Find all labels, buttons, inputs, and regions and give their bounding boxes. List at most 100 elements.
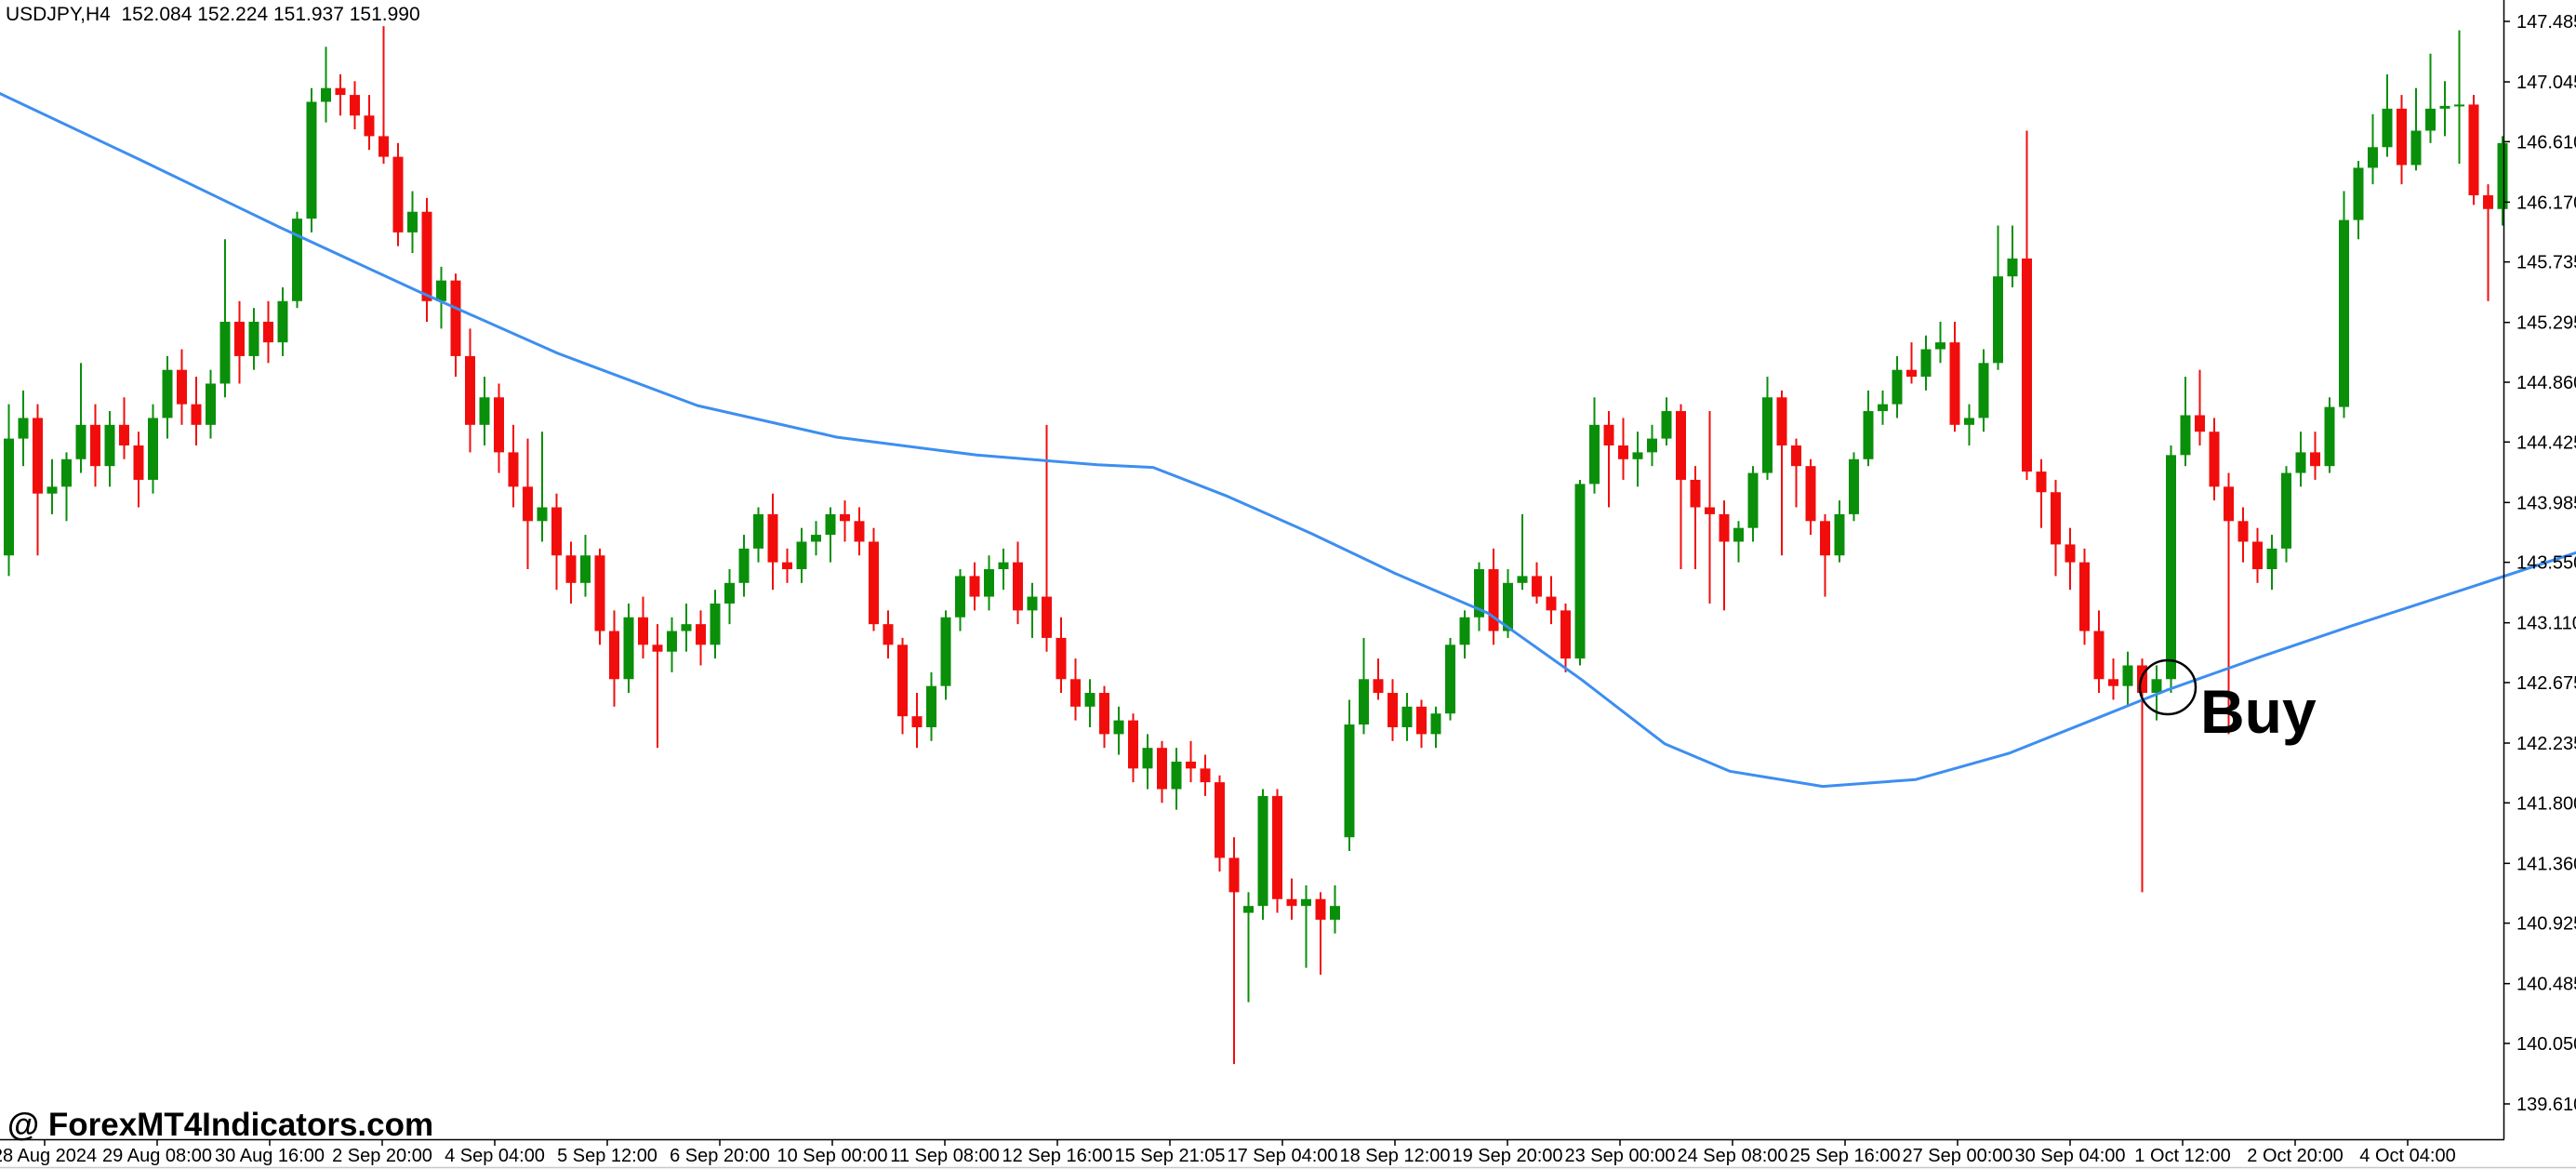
candle-body (1532, 576, 1542, 597)
candle (494, 383, 504, 473)
candle (1070, 658, 1081, 721)
time-axis-label: 29 Aug 08:00 (102, 1146, 212, 1166)
buy-label[interactable]: Buy (2200, 677, 2317, 746)
candle-body (508, 452, 519, 487)
price-axis-label: 145.735 (2516, 253, 2576, 273)
candle-body (90, 424, 100, 467)
candle-body (1892, 369, 1903, 405)
buy-annotation[interactable]: Buy (2138, 658, 2317, 746)
candle (177, 349, 187, 425)
time-axis-label: 17 Sep 04:00 (1228, 1146, 1338, 1166)
candle (292, 211, 302, 309)
candle-body (465, 355, 475, 425)
candle (1416, 699, 1427, 749)
candle-body (883, 624, 894, 645)
candle (1113, 706, 1124, 755)
candle (162, 355, 173, 439)
candle (2382, 73, 2393, 157)
candle (61, 452, 72, 522)
candle (724, 569, 735, 625)
candle (1474, 562, 1484, 631)
candle-body (724, 582, 735, 604)
candle-body (1272, 795, 1282, 899)
candle-body (1301, 898, 1311, 907)
candle (1171, 748, 1182, 810)
candle-body (277, 300, 288, 343)
time-axis: 28 Aug 2024 29 Aug 08:00 30 Aug 16:00 2 Sep… (0, 1139, 2456, 1166)
candle-body (2051, 492, 2061, 545)
candle-body (133, 445, 144, 480)
candle (869, 527, 879, 631)
buy-signal-circle[interactable] (2138, 658, 2198, 716)
candle-body (2410, 130, 2422, 166)
candle-body (1344, 724, 1355, 838)
candle-body (1416, 706, 1427, 735)
candle (1344, 699, 1355, 852)
candle (46, 458, 58, 514)
candle (18, 390, 29, 467)
time-axis-label: 28 Aug 2024 (0, 1146, 97, 1166)
candle-body (1733, 527, 1744, 542)
candle (1690, 466, 1701, 570)
candle (1373, 658, 1384, 700)
candle (1964, 404, 1974, 445)
candle-body (2483, 194, 2493, 209)
candle-body (1705, 507, 1715, 514)
candle-body (1920, 349, 1932, 378)
candle (897, 637, 908, 735)
candle-body (392, 156, 404, 232)
candle (969, 562, 980, 611)
candle (1574, 479, 1586, 666)
candle (796, 527, 807, 583)
candle-body (1430, 713, 1441, 735)
candle-body (955, 576, 965, 618)
candle-body (1330, 906, 1340, 920)
candle (998, 548, 1009, 591)
candle-body (450, 280, 461, 356)
candle (306, 87, 317, 232)
candle (479, 377, 490, 445)
candle-body (234, 321, 245, 356)
candle-body (1647, 438, 1657, 453)
candle-body (1906, 369, 1917, 378)
price-axis-label: 142.235 (2516, 734, 2576, 754)
candle-body (479, 397, 490, 425)
candle (1719, 500, 1730, 611)
candle-body (1488, 569, 1499, 631)
candle (148, 404, 158, 494)
candle (1920, 335, 1932, 391)
candle-body (2310, 452, 2320, 467)
candle-body (206, 383, 216, 425)
candle-body (580, 555, 591, 583)
candle (1993, 225, 2003, 370)
candle-body (1834, 513, 1845, 556)
candle (1084, 679, 1095, 728)
candle (378, 26, 389, 164)
candle (2425, 53, 2436, 143)
candle-body (1388, 693, 1398, 728)
time-axis-label: 30 Sep 04:00 (2015, 1146, 2126, 1166)
candle-body (177, 369, 187, 405)
candle (2108, 658, 2118, 700)
candle (277, 287, 288, 356)
candle-body (623, 617, 634, 680)
candle (119, 397, 129, 459)
candle-body (696, 624, 706, 645)
candle-body (2093, 631, 2105, 680)
time-axis-label: 24 Sep 08:00 (1678, 1146, 1788, 1166)
candle-body (1042, 596, 1052, 638)
candle-body (940, 617, 951, 686)
candle (1705, 411, 1715, 604)
candle (2051, 479, 2061, 577)
candle-body (1286, 898, 1297, 907)
candle-body (18, 418, 29, 439)
candle-body (1157, 748, 1167, 790)
candle (1215, 775, 1225, 872)
candle (1949, 321, 1960, 432)
candle-body (1863, 411, 1874, 459)
price-axis-label: 140.485 (2516, 975, 2576, 995)
candle (1200, 754, 1211, 796)
candle (1445, 637, 1455, 721)
candle (248, 308, 259, 370)
